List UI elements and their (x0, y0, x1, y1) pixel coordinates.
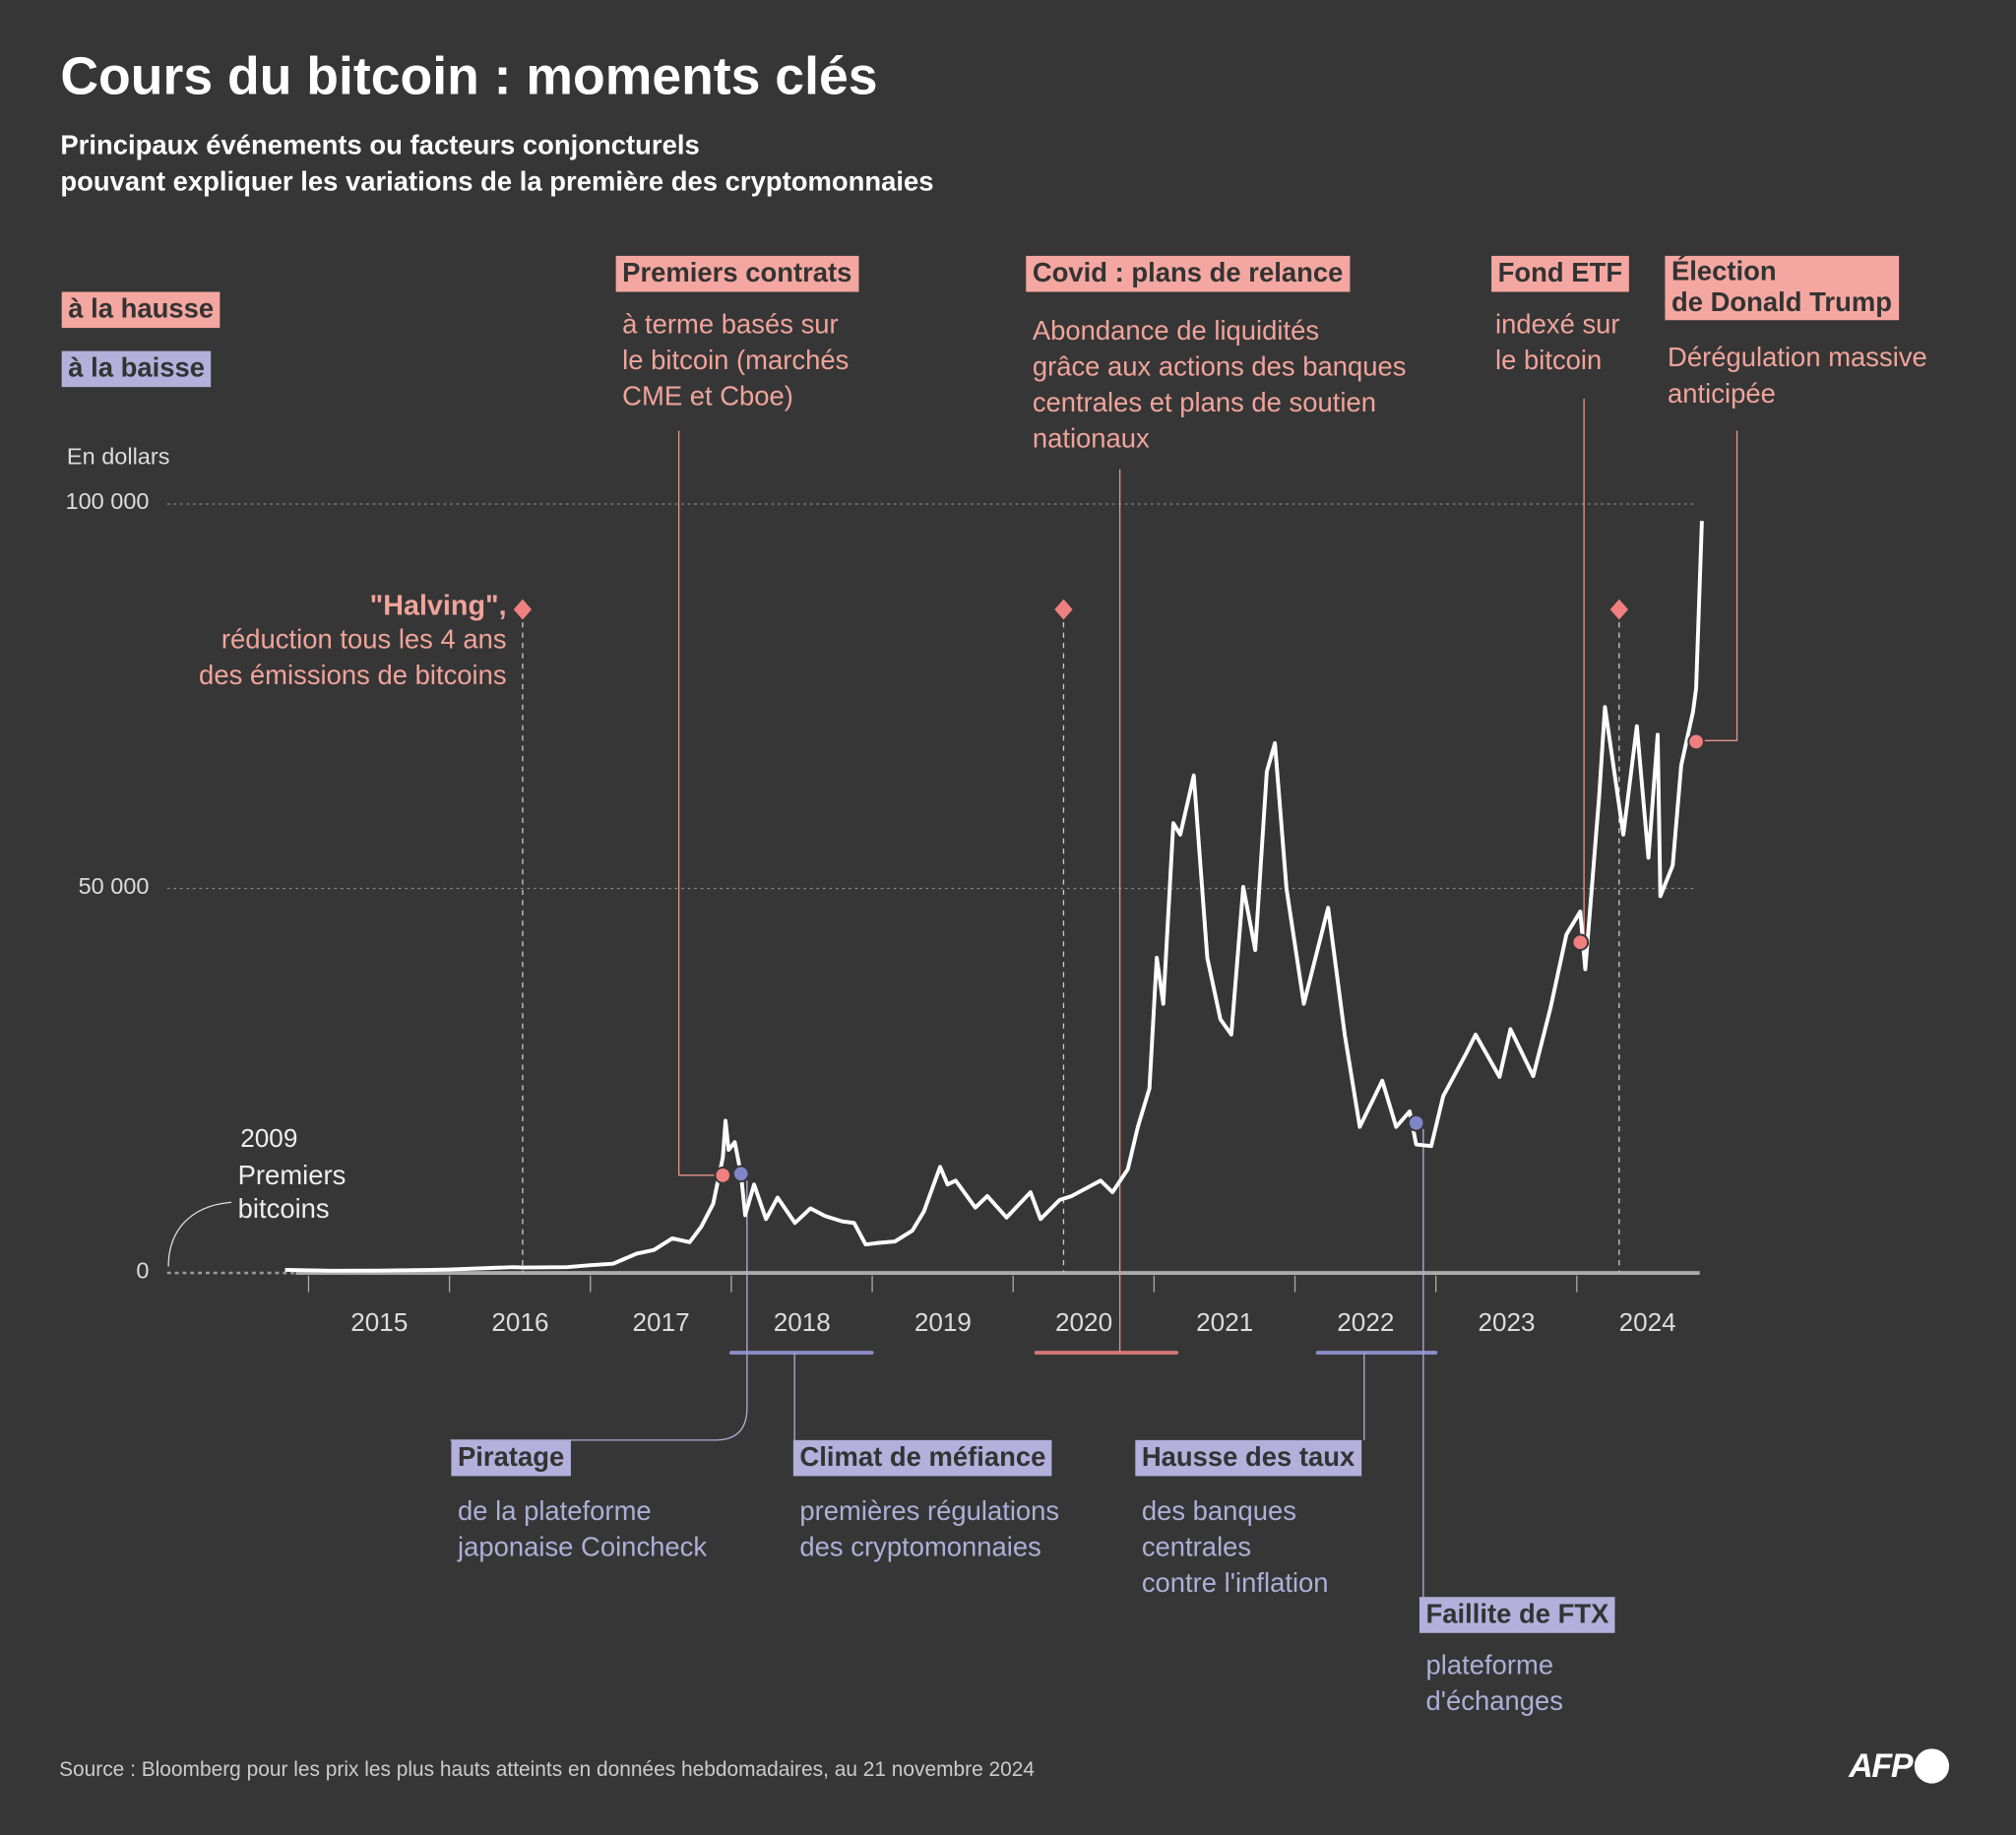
x-tick-label: 2020 (1054, 1308, 1113, 1338)
source-note: Source : Bloomberg pour les prix les plu… (59, 1758, 1036, 1781)
event-text-line: bitcoins (237, 1194, 330, 1225)
event-text-line: contre l'inflation (1141, 1568, 1329, 1599)
halving-diamond-icon (1054, 599, 1073, 620)
event-label-etf: Fond ETF (1491, 255, 1629, 292)
contrats-leader (677, 430, 716, 1176)
event-text-ftx: plateforme d'échanges (1425, 1648, 1562, 1720)
event-label-taux: Hausse des taux (1135, 1439, 1361, 1477)
event-text-covid: Abondance de liquidités grâce aux actions… (1033, 314, 1407, 458)
event-text-piratage: de la plateforme japonaise Coincheck (458, 1494, 707, 1566)
event-text-taux: des banques centrales contre l'inflation (1142, 1494, 1329, 1603)
event-text-line: indexé sur (1495, 309, 1620, 340)
event-text-mefiance: premières régulations des cryptomonnaies (799, 1494, 1059, 1566)
event-text-line: des banques (1141, 1496, 1296, 1527)
event-text-line: anticipée (1668, 379, 1776, 410)
event-text-line: grâce aux actions des banques (1032, 351, 1407, 382)
event-text-line: le bitcoin (marchés (622, 346, 850, 376)
halving-diamond-icon (513, 599, 533, 620)
event-label-contrats: Premiers contrats (615, 255, 858, 292)
event-halving: "Halving", réduction tous les 4 ans des … (199, 589, 507, 694)
afp-logo: AFP (1849, 1745, 1950, 1786)
event-dot-up (1571, 933, 1590, 952)
legend-up: à la hausse (61, 291, 220, 329)
event-label-ftx: Faillite de FTX (1418, 1597, 1615, 1633)
event-text-line: de la plateforme (457, 1496, 652, 1527)
event-text-line: nationaux (1032, 424, 1150, 455)
event-text-line: réduction tous les 4 ans (220, 624, 507, 655)
origin-leader (167, 1201, 232, 1267)
event-text-contrats: à terme basés sur le bitcoin (marchés CME … (622, 307, 849, 415)
event-label-trump: Élection de Donald Trump (1665, 255, 1899, 321)
event-text-line: centrales et plans de soutien (1032, 388, 1376, 418)
event-text-line: centrales (1141, 1532, 1252, 1562)
x-tick-label: 2018 (773, 1308, 831, 1338)
afp-logo-circle (1914, 1748, 1950, 1784)
event-text-line: d'échanges (1425, 1686, 1563, 1717)
y-tick-label: 100 000 (65, 488, 150, 515)
event-text-etf: indexé sur le bitcoin (1495, 307, 1620, 379)
event-text-line: à terme basés sur (622, 309, 839, 340)
legend-down: à la baisse (61, 350, 212, 388)
event-dot-up (714, 1167, 732, 1184)
event-dot-down (1407, 1113, 1425, 1132)
x-tick-label: 2019 (914, 1308, 972, 1338)
x-tick-label: 2024 (1618, 1308, 1676, 1338)
event-label-line: de Donald Trump (1670, 287, 1892, 318)
subtitle-line: pouvant expliquer les variations de la p… (60, 166, 934, 197)
event-text-line: premières régulations (799, 1496, 1060, 1527)
x-tick-label: 2021 (1196, 1308, 1254, 1338)
event-text-line: le bitcoin (1495, 346, 1603, 376)
event-text-line: Premiers (237, 1161, 346, 1191)
origin-text: Premiers bitcoins (238, 1160, 346, 1227)
x-tick-label: 2016 (491, 1308, 549, 1338)
chart-title: Cours du bitcoin : moments clés (60, 46, 878, 106)
origin-year: 2009 (240, 1124, 298, 1154)
event-text-line: CME et Cboe) (622, 381, 793, 411)
halving-label: "Halving", (369, 589, 507, 621)
event-text-line: des émissions de bitcoins (199, 661, 507, 691)
trump-leader (1694, 430, 1738, 741)
event-dot-up (1687, 732, 1705, 751)
y-tick-label: 0 (136, 1257, 150, 1284)
piratage-leader (450, 1180, 748, 1441)
event-text-line: des cryptomonnaies (799, 1532, 1041, 1562)
x-tick-label: 2023 (1478, 1308, 1536, 1338)
event-label-line: Élection (1670, 257, 1777, 287)
event-label-covid: Covid : plans de relance (1026, 255, 1350, 292)
event-text-line: plateforme (1425, 1651, 1554, 1681)
x-tick-label: 2015 (350, 1308, 409, 1338)
event-text-line: japonaise Coincheck (457, 1532, 708, 1562)
event-label-piratage: Piratage (451, 1439, 571, 1477)
event-label-mefiance: Climat de méfiance (792, 1439, 1052, 1477)
event-text-line: Abondance de liquidités (1032, 316, 1320, 347)
subtitle-line: Principaux événements ou facteurs conjon… (60, 131, 700, 161)
chart-subtitle: Principaux événements ou facteurs conjon… (60, 129, 933, 201)
afp-logo-text: AFP (1849, 1745, 1913, 1785)
halving-diamond-icon (1609, 599, 1628, 620)
event-text-line: Dérégulation massive (1668, 343, 1927, 373)
y-axis-label: En dollars (66, 443, 170, 470)
x-tick-label: 2022 (1337, 1308, 1395, 1338)
y-tick-label: 50 000 (78, 872, 150, 899)
x-tick-label: 2017 (632, 1308, 690, 1338)
event-text-trump: Dérégulation massive anticipée (1668, 341, 1927, 412)
event-dot-down (731, 1165, 750, 1183)
